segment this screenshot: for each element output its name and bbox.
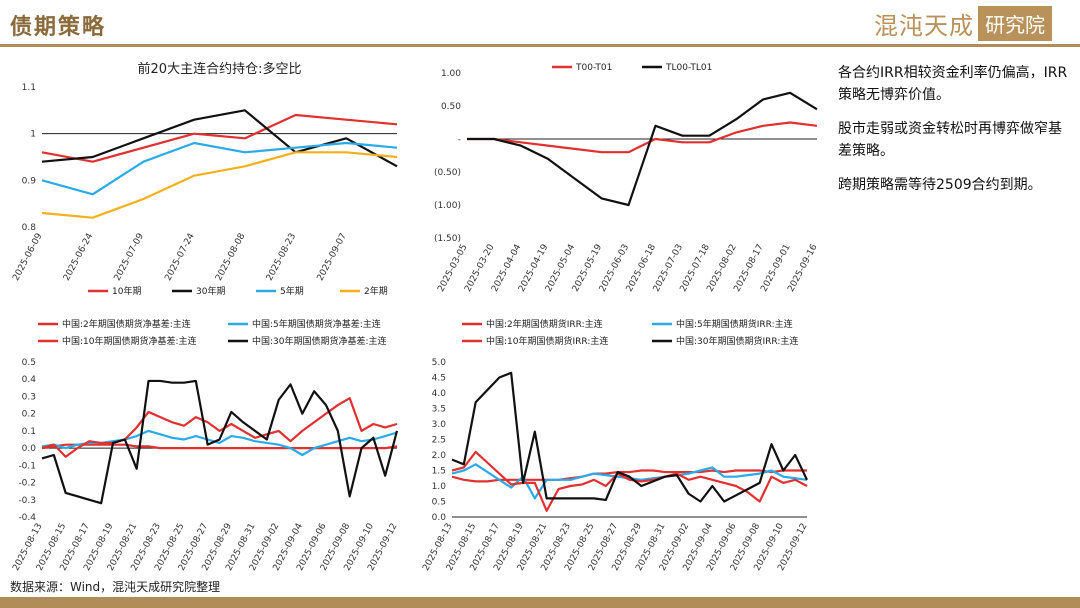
note-1: 各合约IRR相较资金利率仍偏高，IRR策略无博弈价值。 <box>838 65 1068 103</box>
chart-3-ytick: 0.4 <box>22 375 37 385</box>
chart-1-xtick: 2025-06-09 <box>11 231 45 282</box>
chart-3-ytick: 0.0 <box>22 444 37 454</box>
chart-4-legend-label: 中国:10年期国债期货IRR:主连 <box>486 335 608 347</box>
chart-1-legend-label: 5年期 <box>280 285 304 297</box>
chart-1-svg: 前20大主连合约持仓:多空比 0.8 0.9 1 1.1 2025-06-09 2025-0… <box>11 61 398 297</box>
chart-4-ytick: 3.0 <box>432 420 447 430</box>
chart-1-series-line-3 <box>41 141 398 196</box>
logo: 混沌天成 研究院 <box>874 6 1052 41</box>
chart-4-legend-label: 中国:30年期国债期货IRR:主连 <box>676 335 798 347</box>
chart-3-series-line-4 <box>41 379 399 505</box>
chart-3-series-line-1 <box>41 443 398 450</box>
chart-2-legend-label: TL00-TL01 <box>665 63 712 73</box>
chart-4-ytick: 2.0 <box>432 451 447 461</box>
chart-3-legend-label: 中国:10年期国债期货净基差:主连 <box>62 335 197 347</box>
chart-3-ytick: 0.5 <box>22 358 36 368</box>
chart-1-series-line-2 <box>41 109 398 168</box>
chart-1-legend-label: 2年期 <box>364 285 388 297</box>
chart-1-ytick: 0.8 <box>22 223 37 233</box>
note-3: 跨期策略需等待2509合约到期。 <box>838 177 1042 193</box>
chart-4-series-line-4 <box>451 371 808 503</box>
chart-4-series-line-2 <box>451 463 808 500</box>
chart-3: -0.4 -0.3 -0.2 -0.1 0.0 0.1 0.2 0.3 0.4 0.5 2025-0… <box>0 310 410 573</box>
chart-1-xtick: 2025-08-08 <box>214 231 248 282</box>
chart-2-svg: (1.50)(1.00)(0.50)-0.501.002025-03-05202… <box>434 63 820 294</box>
chart-3-legend-label: 中国:30年期国债期货净基差:主连 <box>252 335 387 347</box>
chart-1-ytick: 1 <box>30 130 36 140</box>
chart-3-series-line-3 <box>41 397 398 458</box>
chart-4-ytick: 0.5 <box>432 498 446 508</box>
chart-1-legend-label: 30年期 <box>196 285 225 297</box>
chart-1-ytick: 1.1 <box>22 83 36 93</box>
chart-1: 前20大主连合约持仓:多空比 0.8 0.9 1 1.1 2025-06-09 2025-0… <box>0 55 410 305</box>
chart-2: (1.50) (1.00) (0.50) -0.50 1.00 2025-03-05 202… <box>412 55 830 305</box>
chart-3-ytick: 0.1 <box>22 427 36 437</box>
chart-2-ytick: (1.00) <box>434 201 461 211</box>
chart-3-ytick: -0.2 <box>18 479 36 489</box>
note-2: 股市走弱或资金转松时再博弈做窄基差策略。 <box>838 121 1062 159</box>
header-divider <box>0 44 1080 47</box>
chart-4-ytick: 4.5 <box>432 374 446 384</box>
chart-1-legend-label: 10年期 <box>112 285 141 297</box>
chart-3-ytick: 0.3 <box>22 392 36 402</box>
chart-1-xtick: 2025-07-24 <box>163 231 197 282</box>
chart-2-ytick: (0.50) <box>434 168 461 178</box>
footer-bar <box>0 597 1080 608</box>
chart-3-ytick: 0.2 <box>22 410 36 420</box>
chart-1-xtick: 2025-07-09 <box>113 231 147 282</box>
chart-4-series-line-1 <box>451 469 807 483</box>
chart-1-xtick: 2025-08-23 <box>265 232 298 283</box>
chart-1-title: 前20大主连合约持仓:多空比 <box>138 61 302 77</box>
chart-4-legend-label: 中国:2年期国债期货IRR:主连 <box>486 318 603 330</box>
chart-4-svg: 0.00.51.01.52.02.53.03.54.04.55.02025-08… <box>421 318 809 573</box>
chart-1-ytick: 0.9 <box>22 176 37 186</box>
chart-3-ytick: -0.3 <box>18 496 36 506</box>
chart-2-ytick: 1.00 <box>441 69 461 79</box>
chart-1-series-line-4 <box>41 151 398 219</box>
chart-1-xtick: 2025-09-07 <box>316 232 349 283</box>
chart-1-series-line-1 <box>41 113 398 163</box>
chart-2-xtick: 2025-09-16 <box>786 242 820 293</box>
chart-4-ytick: 2.5 <box>432 436 446 446</box>
chart-4-ytick: 3.5 <box>432 405 446 415</box>
chart-3-legend-label: 中国:5年期国债期货净基差:主连 <box>252 318 381 330</box>
chart-2-ytick: - <box>458 135 461 145</box>
chart-4-ytick: 4.0 <box>432 389 447 399</box>
chart-2-series-line-1 <box>467 121 818 154</box>
chart-4-legend-label: 中国:5年期国债期货IRR:主连 <box>676 318 793 330</box>
chart-2-series-line-2 <box>467 91 818 207</box>
chart-1-xtick: 2025-06-24 <box>62 231 96 282</box>
chart-4-ytick: 1.5 <box>432 467 446 477</box>
chart-4-ytick: 5.0 <box>432 358 447 368</box>
chart-4-ytick: 1.0 <box>432 482 447 492</box>
logo-box: 研究院 <box>978 6 1052 41</box>
chart-3-ytick: -0.4 <box>18 513 36 523</box>
chart-3-legend-label: 中国:2年期国债期货净基差:主连 <box>62 318 191 330</box>
source-note: 数据来源：Wind，混沌天成研究院整理 <box>10 580 221 594</box>
chart-4-series-line-3 <box>451 450 808 512</box>
logo-text: 混沌天成 <box>874 12 974 40</box>
chart-2-ytick: 0.50 <box>441 102 461 112</box>
chart-4: 0.0 0.5 1.0 1.5 2.0 2.5 3.0 3.5 4.0 4.5 5.0 2025-08… <box>412 310 830 573</box>
chart-2-legend-label: T00-T01 <box>575 63 612 73</box>
chart-4-ytick: 0.0 <box>432 513 447 523</box>
chart-2-ytick: (1.50) <box>434 234 461 244</box>
chart-3-ytick: -0.1 <box>18 461 36 471</box>
page-title: 债期策略 <box>10 15 107 40</box>
notes-panel: 各合约IRR相较资金利率仍偏高，IRR策略无博弈价值。 股市走弱或资金转松时再博… <box>838 62 1074 208</box>
chart-3-svg: -0.4-0.3-0.2-0.10.00.10.20.30.40.52025-0… <box>11 318 399 573</box>
